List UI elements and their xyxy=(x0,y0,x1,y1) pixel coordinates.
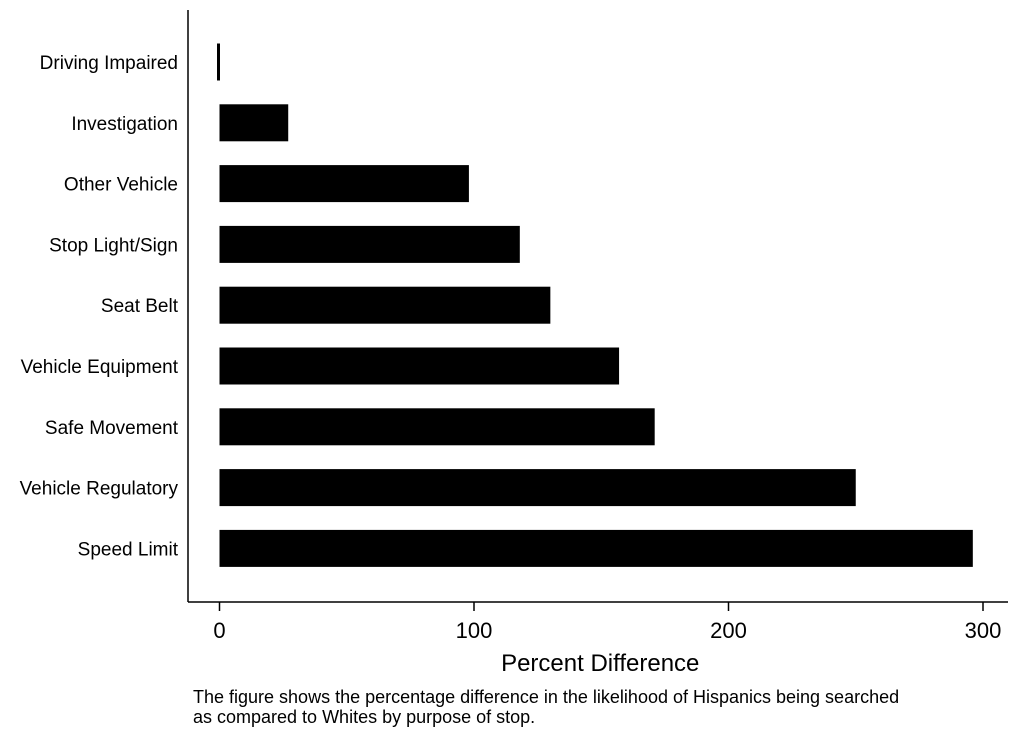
category-label-driving-impaired: Driving Impaired xyxy=(40,53,178,74)
category-label-stop-light-sign: Stop Light/Sign xyxy=(49,235,178,256)
x-ticks-group: 0 100 200 300 xyxy=(213,602,1001,643)
caption-line-1: The figure shows the percentage differen… xyxy=(193,687,899,707)
x-tick-label-300: 300 xyxy=(965,618,1002,643)
x-tick-label-100: 100 xyxy=(456,618,493,643)
bar-driving-impaired xyxy=(217,43,220,81)
bar-other-vehicle xyxy=(219,165,469,203)
bar-vehicle-regulatory xyxy=(219,469,856,507)
x-tick-label-0: 0 xyxy=(213,618,225,643)
category-labels-group: Driving Impaired Investigation Other Vehic… xyxy=(20,53,179,560)
category-label-safe-movement: Safe Movement xyxy=(45,418,179,439)
bar-speed-limit xyxy=(219,529,973,567)
x-axis-title: Percent Difference xyxy=(501,650,699,677)
bar-stop-light-sign xyxy=(219,225,520,263)
bar-investigation xyxy=(219,104,289,142)
category-label-other-vehicle: Other Vehicle xyxy=(64,175,178,196)
category-label-seat-belt: Seat Belt xyxy=(101,296,179,317)
category-label-vehicle-regulatory: Vehicle Regulatory xyxy=(20,479,179,500)
category-label-investigation: Investigation xyxy=(71,114,178,135)
bar-safe-movement xyxy=(219,408,655,446)
bars-group xyxy=(217,43,973,567)
bar-vehicle-equipment xyxy=(219,347,620,385)
caption-line-2: as compared to Whites by purpose of stop… xyxy=(193,707,535,727)
bar-seat-belt xyxy=(219,286,551,324)
x-tick-label-200: 200 xyxy=(710,618,747,643)
category-label-vehicle-equipment: Vehicle Equipment xyxy=(21,357,179,378)
category-label-speed-limit: Speed Limit xyxy=(78,539,179,560)
